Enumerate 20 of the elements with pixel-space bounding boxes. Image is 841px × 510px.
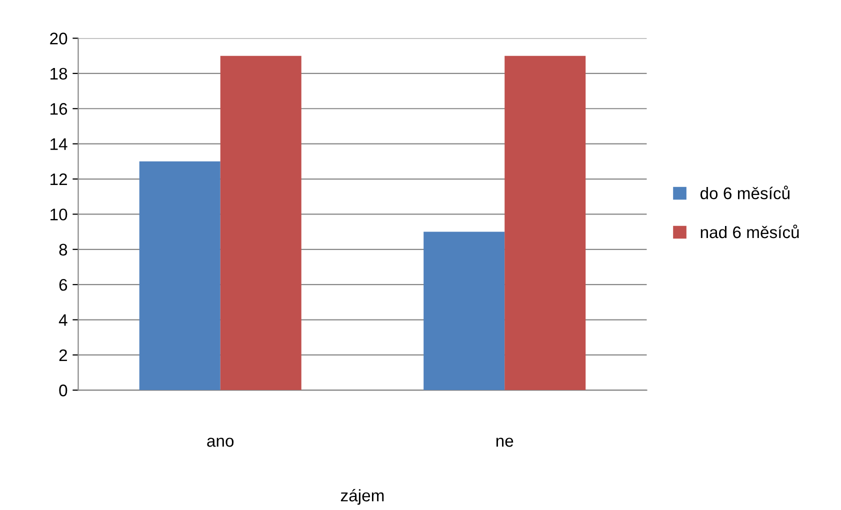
y-tick-label: 0 (59, 384, 68, 396)
bar (139, 161, 220, 390)
y-tick-label: 10 (50, 208, 68, 220)
legend-label: do 6 měsíců (700, 186, 790, 200)
y-tick-label: 20 (50, 32, 68, 44)
x-tick-label: ne (496, 438, 514, 447)
y-tick-label: 6 (59, 278, 68, 291)
legend-label: nad 6 měsíců (700, 224, 799, 238)
y-tick-label: 14 (50, 138, 68, 150)
y-tick-label: 8 (59, 244, 68, 256)
x-tick-label: ano (207, 438, 234, 447)
y-tick-label: 12 (50, 173, 67, 186)
y-tick-label: 4 (58, 314, 68, 326)
y-tick-label: 16 (50, 103, 68, 115)
bar (424, 232, 505, 390)
y-tick-label: 2 (59, 349, 67, 361)
y-tick-label: 18 (50, 68, 68, 80)
bar (504, 56, 586, 390)
bar (220, 56, 302, 390)
x-axis-title: zájem (340, 489, 384, 505)
